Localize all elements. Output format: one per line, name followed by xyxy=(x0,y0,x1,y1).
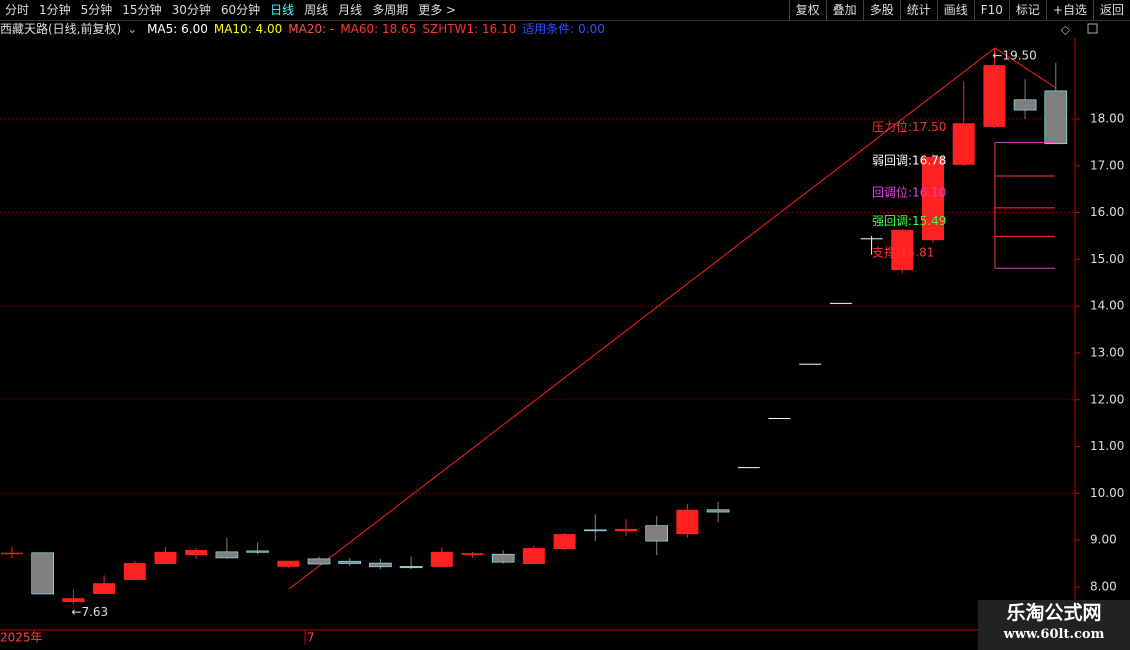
candle-body xyxy=(891,229,914,271)
y-tick-label: 12.00 xyxy=(1090,392,1124,406)
candle-body xyxy=(154,551,177,565)
x-tick-label: 2025年 xyxy=(0,631,43,645)
tool-buttons: 复权 叠加 多股 统计 画线 F10 标记 +自选 返回 xyxy=(788,0,1130,20)
dropdown-icon[interactable]: ⌄ xyxy=(127,22,138,36)
period-tab[interactable]: 30分钟 xyxy=(171,3,211,17)
period-tab[interactable]: 15分钟 xyxy=(122,3,162,17)
tool-button[interactable]: 画线 xyxy=(936,0,974,20)
icon-window[interactable] xyxy=(1087,23,1098,34)
candle-body xyxy=(1013,99,1037,111)
watermark-name: 乐淘公式网 xyxy=(1006,602,1102,624)
candle-body xyxy=(461,553,484,556)
tool-button[interactable]: F10 xyxy=(973,0,1009,20)
watermark-url: www.60lt.com xyxy=(1003,627,1105,642)
candle-body xyxy=(399,566,423,569)
period-tab[interactable]: 60分钟 xyxy=(220,3,261,17)
toolbar: 分时 1分钟 5分钟 15分钟 30分钟 60分钟 日线 周线 月线 多周期 更多 > 复权 叠加 多股… xyxy=(0,0,1130,21)
level-label: 弱回调:16.78 xyxy=(872,154,946,168)
y-tick-label: 14.00 xyxy=(1090,299,1124,313)
price-annotation: ←19.50 xyxy=(992,48,1036,62)
candle-body xyxy=(799,363,822,365)
y-tick-label: 8.00 xyxy=(1090,579,1117,593)
period-tab[interactable]: 周线 xyxy=(304,3,329,17)
candle-body xyxy=(768,418,791,420)
indicator-value: MA5: 6.00 xyxy=(147,22,208,36)
candle-body xyxy=(522,548,545,565)
tool-button[interactable]: 标记 xyxy=(1008,0,1046,20)
candle-body xyxy=(246,550,269,553)
candle-body xyxy=(338,560,362,564)
level-label: 回调位:16.10 xyxy=(872,184,946,199)
candle-body xyxy=(615,528,637,532)
level-label: 支撑:14.81 xyxy=(872,245,934,260)
y-tick-label: 18.00 xyxy=(1090,111,1124,125)
tool-button[interactable]: 多股 xyxy=(862,0,900,20)
candle-body xyxy=(1,552,23,555)
tool-button[interactable]: 返回 xyxy=(1092,0,1130,20)
candle-body xyxy=(706,509,730,513)
period-tab[interactable]: 日线 xyxy=(270,3,295,17)
y-tick-label: 9.00 xyxy=(1090,533,1117,547)
period-tab[interactable]: 5分钟 xyxy=(80,3,113,17)
candle-body xyxy=(583,529,607,532)
y-tick-label: 11.00 xyxy=(1090,439,1124,453)
candle-body xyxy=(922,156,944,241)
indicator-value: MA60: 18.65 xyxy=(340,22,417,36)
period-tab[interactable]: 多周期 xyxy=(372,3,409,17)
tool-button[interactable]: 叠加 xyxy=(825,0,863,20)
icon-diamond[interactable]: ◇ xyxy=(1061,23,1071,37)
indicator-value: MA10: 4.00 xyxy=(213,22,283,36)
x-tick-label: 7 xyxy=(307,631,315,645)
candle-body xyxy=(369,562,392,568)
level-label: 强回调:15.49 xyxy=(872,214,946,228)
trend-line xyxy=(288,47,1057,590)
watermark: 乐淘公式网 www.60lt.com xyxy=(978,600,1130,650)
period-tab[interactable]: 月线 xyxy=(338,3,363,17)
tool-button[interactable]: +自选 xyxy=(1045,0,1093,20)
candle-body xyxy=(676,509,699,535)
y-tick-label: 15.00 xyxy=(1090,252,1124,266)
period-tab[interactable]: 更多 > xyxy=(418,3,457,17)
candle-body xyxy=(277,560,300,567)
indicator-value: MA20: - xyxy=(288,22,335,36)
candle-body xyxy=(952,123,975,165)
candle-body xyxy=(645,525,669,542)
y-tick-label: 10.00 xyxy=(1090,486,1124,500)
candle-body xyxy=(307,558,331,565)
candle-body xyxy=(860,238,883,240)
period-tabs: 分时 1分钟 5分钟 15分钟 30分钟 60分钟 日线 周线 月线 多周期 更多 > xyxy=(0,0,789,20)
candle-body xyxy=(737,467,760,469)
y-tick-label: 16.00 xyxy=(1090,205,1124,219)
candle-body xyxy=(93,583,116,594)
candle-body xyxy=(430,551,453,567)
candle-body xyxy=(215,551,239,559)
tool-button[interactable]: 统计 xyxy=(899,0,937,20)
period-tab[interactable]: 分时 xyxy=(5,3,30,17)
indicator-value: SZHTW1: 16.10 xyxy=(422,22,517,36)
candle-body xyxy=(491,553,515,563)
level-label: 压力位:17.50 xyxy=(872,119,946,134)
y-tick-label: 17.00 xyxy=(1090,158,1124,172)
stock-title[interactable]: 西藏天路(日线,前复权) xyxy=(0,22,122,36)
tool-button[interactable]: 复权 xyxy=(788,0,826,20)
candle-body xyxy=(553,534,576,550)
y-tick-label: 13.00 xyxy=(1090,345,1124,359)
candle-body xyxy=(1044,90,1068,145)
indicator-value: 适用条件: 0.00 xyxy=(522,22,605,36)
candle-body xyxy=(31,552,55,595)
candle-body xyxy=(829,302,852,304)
candle-body xyxy=(185,549,208,556)
candle-body xyxy=(123,563,146,580)
candle-body xyxy=(983,65,1006,127)
legend: 西藏天路(日线,前复权) ⌄ MA5: 6.00 MA10: 4.00 MA20: -… xyxy=(0,20,611,38)
period-tab[interactable]: 1分钟 xyxy=(39,3,71,17)
price-annotation: ←7.63 xyxy=(71,605,108,619)
candle-body xyxy=(62,598,85,602)
